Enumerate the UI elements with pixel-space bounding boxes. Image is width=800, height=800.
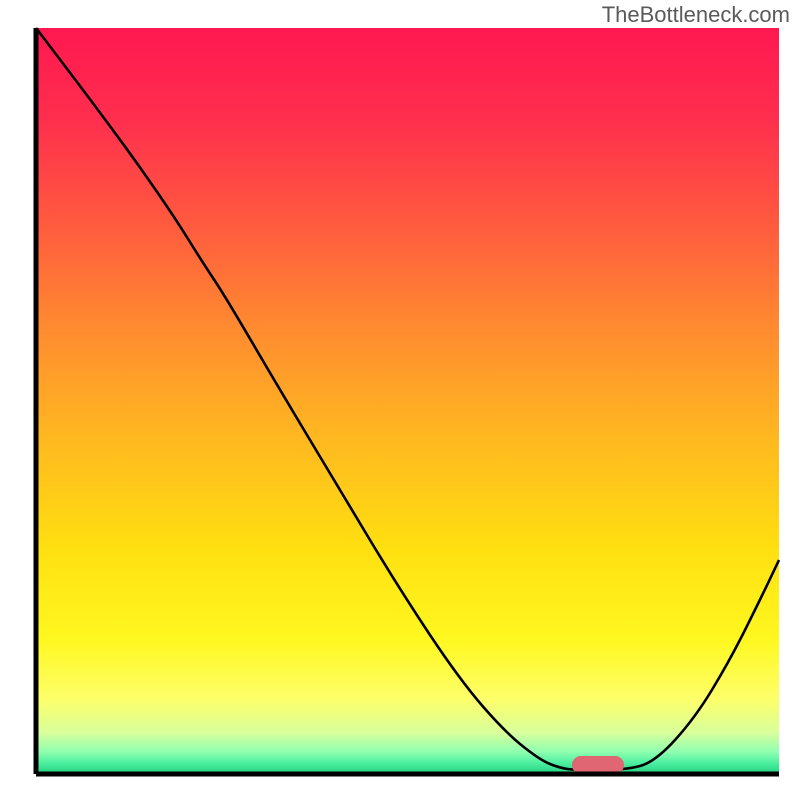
watermark-text: TheBottleneck.com [602, 2, 790, 28]
chart-container: TheBottleneck.com [0, 0, 800, 800]
optimal-marker [572, 756, 624, 774]
plot-background [36, 28, 779, 774]
bottleneck-curve-chart [0, 0, 800, 800]
